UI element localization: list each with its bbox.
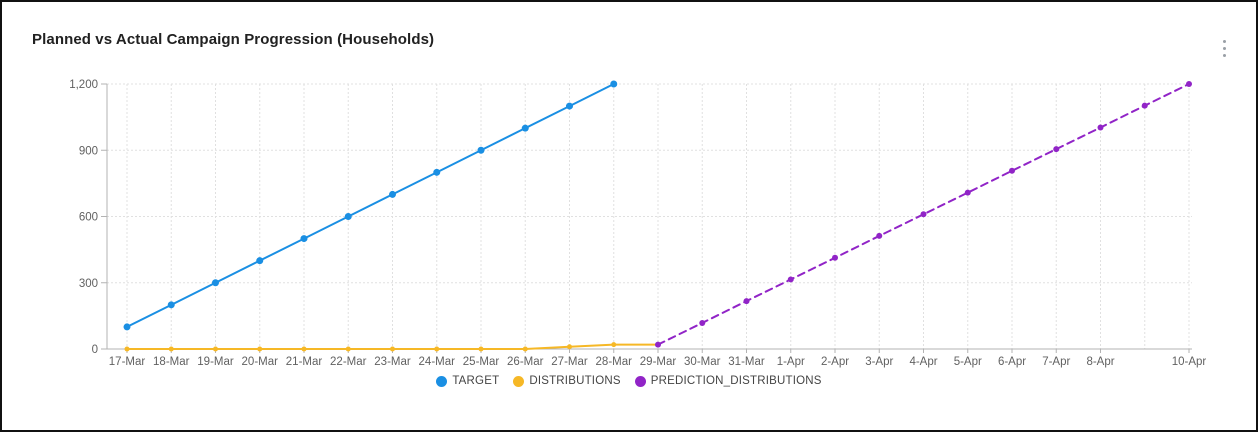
- series-line-target: [126, 83, 615, 328]
- data-point-distributions[interactable]: [522, 346, 528, 352]
- x-axis-tick-label: 10-Apr: [1172, 356, 1207, 368]
- data-point-distributions[interactable]: [345, 346, 351, 352]
- distributions-series-swatch-icon: [513, 375, 525, 387]
- x-axis-tick-label: 23-Mar: [374, 356, 411, 368]
- data-point-distributions[interactable]: [434, 346, 440, 352]
- legend-label-prediction-distributions: PREDICTION_DISTRIBUTIONS: [650, 375, 822, 387]
- data-point-target[interactable]: [123, 323, 131, 331]
- data-point-target[interactable]: [167, 301, 175, 309]
- data-point-distributions[interactable]: [390, 346, 395, 352]
- data-point-prediction_distributions[interactable]: [1009, 167, 1015, 174]
- data-point-prediction_distributions[interactable]: [1186, 81, 1192, 87]
- data-point-prediction_distributions[interactable]: [655, 341, 661, 348]
- x-axis-tick-label: 21-Mar: [286, 356, 323, 368]
- data-point-target[interactable]: [610, 80, 618, 88]
- data-point-target[interactable]: [344, 213, 352, 220]
- data-point-prediction_distributions[interactable]: [832, 254, 838, 261]
- data-point-distributions[interactable]: [611, 342, 617, 348]
- data-point-distributions[interactable]: [301, 346, 307, 352]
- legend-label-distributions: DISTRIBUTIONS: [529, 375, 621, 387]
- y-axis-tick-label: 600: [79, 212, 98, 224]
- data-point-prediction_distributions[interactable]: [1141, 102, 1148, 109]
- data-point-distributions[interactable]: [213, 346, 218, 352]
- x-axis-tick-label: 3-Apr: [865, 356, 893, 368]
- legend-label-target: TARGET: [452, 375, 500, 387]
- data-point-prediction_distributions[interactable]: [743, 298, 750, 305]
- data-point-prediction_distributions[interactable]: [787, 276, 794, 283]
- data-point-target[interactable]: [566, 102, 573, 110]
- x-axis-tick-label: 20-Mar: [242, 356, 279, 368]
- x-axis-tick-label: 22-Mar: [330, 356, 367, 368]
- y-axis-tick-label: 0: [92, 344, 98, 356]
- chart-legend: TARGET DISTRIBUTIONS PREDICTION_DISTRIBU…: [2, 375, 1256, 387]
- data-point-target[interactable]: [300, 235, 308, 243]
- x-axis-tick-label: 30-Mar: [684, 356, 721, 368]
- prediction-distributions-series-swatch-icon: [634, 375, 646, 387]
- data-point-target[interactable]: [389, 190, 396, 198]
- legend-item-target: TARGET: [436, 375, 499, 387]
- data-point-distributions[interactable]: [168, 346, 174, 352]
- x-axis-tick-label: 31-Mar: [728, 356, 765, 368]
- x-axis-tick-label: 17-Mar: [109, 356, 146, 368]
- data-point-prediction_distributions[interactable]: [920, 211, 927, 218]
- x-axis-tick-label: 27-Mar: [551, 356, 588, 368]
- x-axis-tick-label: 19-Mar: [197, 356, 234, 368]
- x-axis-tick-label: 7-Apr: [1042, 356, 1070, 368]
- x-axis-tick-label: 5-Apr: [954, 356, 982, 368]
- x-axis-tick-label: 29-Mar: [640, 356, 677, 368]
- data-point-prediction_distributions[interactable]: [1053, 146, 1060, 153]
- data-point-distributions[interactable]: [478, 346, 484, 352]
- data-point-target[interactable]: [433, 168, 441, 176]
- data-point-prediction_distributions[interactable]: [1097, 124, 1104, 131]
- target-series-swatch-icon: [436, 375, 448, 387]
- x-axis-tick-label: 6-Apr: [998, 356, 1026, 368]
- y-axis-tick-label: 1,200: [69, 79, 98, 91]
- x-axis-tick-label: 24-Mar: [419, 356, 456, 368]
- data-point-distributions[interactable]: [124, 346, 130, 352]
- x-axis-tick-label: 25-Mar: [463, 356, 500, 368]
- y-axis-tick-label: 900: [79, 145, 98, 157]
- chart-title: Planned vs Actual Campaign Progression (…: [32, 31, 435, 48]
- kebab-menu-icon[interactable]: [1216, 37, 1232, 59]
- legend-item-distributions: DISTRIBUTIONS: [513, 375, 621, 387]
- data-point-prediction_distributions[interactable]: [964, 189, 971, 196]
- data-point-target[interactable]: [521, 124, 529, 132]
- x-axis-tick-label: 2-Apr: [821, 356, 849, 368]
- data-point-prediction_distributions[interactable]: [699, 319, 706, 326]
- x-axis-tick-label: 28-Mar: [596, 356, 633, 368]
- legend-item-prediction-distributions: PREDICTION_DISTRIBUTIONS: [634, 375, 822, 387]
- x-axis-tick-label: 1-Apr: [777, 356, 805, 368]
- x-axis-tick-label: 18-Mar: [153, 356, 190, 368]
- y-axis-tick-label: 300: [79, 278, 98, 290]
- data-point-target[interactable]: [256, 257, 264, 265]
- data-point-target[interactable]: [212, 279, 219, 287]
- x-axis-tick-label: 26-Mar: [507, 356, 544, 368]
- data-point-target[interactable]: [477, 146, 485, 154]
- x-axis-tick-label: 8-Apr: [1086, 356, 1114, 368]
- x-axis-tick-label: 4-Apr: [909, 356, 937, 368]
- data-point-distributions[interactable]: [257, 346, 263, 352]
- data-point-distributions[interactable]: [567, 344, 572, 350]
- data-point-prediction_distributions[interactable]: [876, 232, 883, 239]
